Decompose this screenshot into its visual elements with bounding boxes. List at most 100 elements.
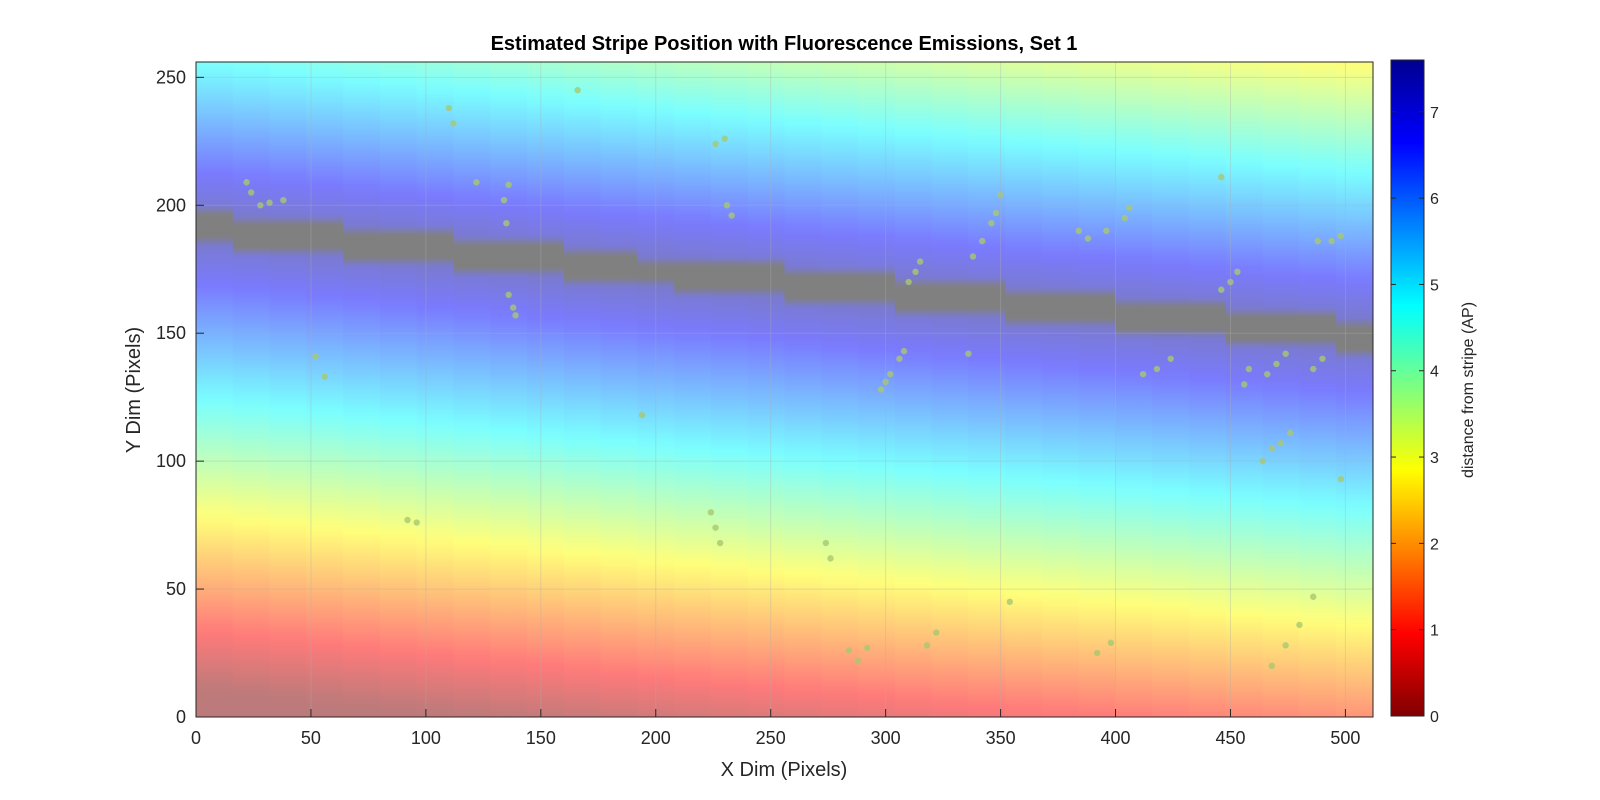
emission-point (505, 291, 512, 299)
colorbar-tick-label: 6 (1430, 191, 1439, 208)
y-tick-label: 250 (156, 67, 186, 87)
colorbar-tick-label: 0 (1430, 709, 1439, 726)
emission-point (510, 304, 517, 311)
colorbar-tick-label: 7 (1430, 105, 1439, 122)
emission-point (321, 373, 328, 380)
x-tick-label: 0 (191, 728, 201, 748)
distance-heatmap (196, 62, 1373, 717)
emission-point (905, 278, 912, 286)
emission-point (707, 509, 715, 516)
y-axis: 0 50 100 150 200 250 (156, 67, 204, 727)
emission-point (933, 629, 940, 636)
emission-point (450, 120, 457, 127)
emission-point (1139, 370, 1147, 378)
emission-point (638, 411, 646, 419)
emission-point (1287, 429, 1294, 437)
emission-point (1075, 227, 1082, 235)
y-tick-label: 0 (176, 707, 186, 727)
emission-point (1282, 642, 1289, 649)
emission-point (1328, 237, 1335, 245)
emission-point (969, 253, 977, 260)
x-tick-label: 250 (756, 728, 786, 748)
emission-point (1268, 662, 1276, 670)
emission-point (1153, 365, 1161, 373)
plot-area (195, 61, 1374, 718)
colorbar-tick-label: 1 (1430, 623, 1439, 640)
emission-point (845, 647, 853, 654)
x-axis: 0 50 100 150 200 250 300 350 400 450 500 (191, 709, 1360, 748)
emission-point (1241, 381, 1248, 388)
emission-point (1268, 445, 1276, 452)
emission-point (1273, 360, 1280, 368)
emission-point (712, 524, 719, 531)
emission-point (445, 104, 453, 112)
x-tick-label: 150 (526, 728, 556, 748)
plot-frame (195, 61, 1374, 718)
emission-point (505, 181, 512, 189)
emission-point (1234, 268, 1241, 276)
emission-point (247, 189, 255, 196)
emission-point (1277, 440, 1285, 447)
emission-point (1245, 365, 1253, 373)
emission-point (1319, 355, 1326, 362)
emission-point (721, 135, 728, 142)
emission-point (1006, 598, 1013, 606)
emission-point (1314, 237, 1322, 245)
grid-lines (196, 62, 1373, 717)
emission-point (896, 355, 903, 362)
emission-point (916, 258, 924, 265)
emission-point (1310, 365, 1317, 373)
emission-point (882, 378, 889, 386)
emission-point (1107, 639, 1115, 647)
colorbar-ticks: 0 1 2 3 4 5 6 7 (1391, 105, 1439, 726)
emission-point (512, 312, 519, 319)
emission-point (992, 209, 1000, 217)
colorbar-gradient (1390, 59, 1425, 717)
emission-point (877, 386, 885, 393)
emission-point (1218, 173, 1225, 181)
emission-point (500, 196, 508, 204)
colorbar-tick-label: 2 (1430, 536, 1439, 553)
emission-point (997, 191, 1004, 199)
emission-point (822, 539, 830, 547)
emission-point (1093, 649, 1101, 657)
colorbar-tick-label: 5 (1430, 277, 1439, 294)
emission-point (413, 519, 420, 526)
emission-point (912, 268, 919, 276)
emission-point (312, 353, 319, 360)
emission-point (243, 179, 250, 186)
x-tick-label: 50 (301, 728, 321, 748)
emission-point (854, 657, 862, 664)
emission-point (988, 219, 995, 227)
emission-point (280, 196, 287, 204)
emission-point (1259, 457, 1266, 465)
colorbar: 0 1 2 3 4 5 6 7 distance from stripe (AP) (1390, 59, 1477, 726)
emission-point (1084, 235, 1092, 242)
emission-point (1227, 278, 1234, 286)
emission-point (1310, 593, 1317, 600)
emission-point (257, 202, 264, 209)
emission-point (473, 179, 480, 186)
y-tick-label: 150 (156, 323, 186, 343)
emission-point (978, 237, 986, 245)
x-axis-label: X Dim (Pixels) (721, 759, 848, 781)
emission-point (574, 86, 581, 94)
emission-point (1296, 621, 1303, 629)
emission-point (900, 347, 908, 355)
y-axis-label: Y Dim (Pixels) (123, 327, 145, 453)
x-tick-label: 350 (986, 728, 1016, 748)
x-tick-label: 100 (411, 728, 441, 748)
emission-point (503, 219, 510, 227)
emission-point (1121, 214, 1128, 222)
x-tick-label: 400 (1101, 728, 1131, 748)
emission-point (1337, 475, 1345, 483)
chart-title: Estimated Stripe Position with Fluoresce… (491, 33, 1078, 55)
emission-point (1167, 355, 1174, 362)
emission-point (887, 370, 894, 378)
emission-point (1282, 350, 1289, 357)
y-tick-label: 50 (166, 579, 186, 599)
emission-point (965, 350, 972, 357)
emission-point (1126, 204, 1133, 212)
emission-point (1264, 370, 1271, 378)
